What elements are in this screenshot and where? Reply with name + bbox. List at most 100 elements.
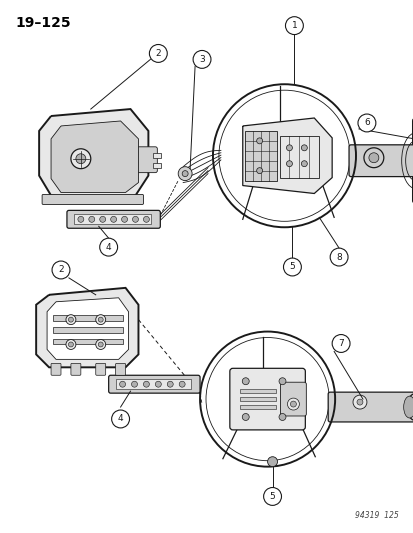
FancyBboxPatch shape: [51, 364, 61, 375]
Circle shape: [155, 381, 161, 387]
FancyBboxPatch shape: [153, 163, 161, 168]
Circle shape: [352, 395, 366, 409]
PathPatch shape: [39, 109, 148, 200]
Circle shape: [287, 398, 299, 410]
Text: 4: 4: [106, 243, 111, 252]
Circle shape: [167, 381, 173, 387]
FancyBboxPatch shape: [348, 145, 413, 176]
Circle shape: [278, 414, 285, 421]
Circle shape: [286, 145, 292, 151]
Circle shape: [119, 381, 125, 387]
Circle shape: [256, 138, 262, 144]
Circle shape: [98, 317, 103, 322]
FancyBboxPatch shape: [239, 405, 275, 409]
Circle shape: [143, 216, 149, 222]
Circle shape: [283, 258, 301, 276]
Circle shape: [290, 401, 296, 407]
Circle shape: [206, 337, 328, 461]
Circle shape: [301, 145, 306, 151]
FancyBboxPatch shape: [239, 389, 275, 393]
Text: 7: 7: [337, 339, 343, 348]
PathPatch shape: [47, 298, 128, 359]
Ellipse shape: [406, 393, 413, 421]
FancyBboxPatch shape: [279, 136, 318, 177]
Text: 94319  125: 94319 125: [354, 511, 398, 520]
Circle shape: [66, 340, 76, 350]
Ellipse shape: [403, 396, 413, 418]
Circle shape: [98, 342, 103, 347]
FancyBboxPatch shape: [74, 214, 151, 224]
FancyBboxPatch shape: [42, 195, 143, 205]
FancyBboxPatch shape: [115, 364, 125, 375]
Circle shape: [52, 261, 70, 279]
Circle shape: [256, 168, 262, 174]
Text: 1: 1: [291, 21, 297, 30]
FancyBboxPatch shape: [328, 392, 413, 422]
FancyBboxPatch shape: [71, 364, 81, 375]
Circle shape: [356, 399, 362, 405]
Circle shape: [285, 17, 303, 35]
Circle shape: [179, 381, 185, 387]
FancyBboxPatch shape: [412, 118, 413, 204]
FancyBboxPatch shape: [53, 314, 122, 321]
Circle shape: [88, 216, 95, 222]
FancyBboxPatch shape: [229, 368, 305, 430]
Text: 5: 5: [269, 492, 275, 501]
Circle shape: [76, 154, 85, 164]
Circle shape: [178, 167, 192, 181]
FancyBboxPatch shape: [108, 375, 199, 393]
FancyBboxPatch shape: [53, 327, 122, 333]
Circle shape: [363, 148, 383, 168]
FancyBboxPatch shape: [115, 379, 191, 389]
FancyBboxPatch shape: [133, 147, 157, 173]
Circle shape: [267, 457, 277, 467]
Circle shape: [182, 171, 188, 176]
Text: 8: 8: [335, 253, 341, 262]
Circle shape: [100, 216, 105, 222]
Circle shape: [110, 216, 116, 222]
Text: 19–125: 19–125: [15, 15, 71, 30]
Circle shape: [121, 216, 127, 222]
Circle shape: [112, 410, 129, 428]
Circle shape: [68, 317, 73, 322]
Circle shape: [331, 335, 349, 352]
Circle shape: [330, 248, 347, 266]
Circle shape: [71, 149, 90, 168]
Circle shape: [368, 153, 378, 163]
Text: 2: 2: [58, 265, 64, 274]
Circle shape: [357, 114, 375, 132]
Circle shape: [218, 90, 349, 221]
Text: 3: 3: [199, 55, 204, 64]
FancyBboxPatch shape: [239, 397, 275, 401]
Circle shape: [95, 314, 105, 325]
FancyBboxPatch shape: [53, 338, 122, 344]
Circle shape: [278, 378, 285, 385]
Circle shape: [286, 161, 292, 167]
Circle shape: [143, 381, 149, 387]
PathPatch shape: [36, 288, 138, 367]
FancyBboxPatch shape: [244, 131, 276, 181]
Circle shape: [301, 161, 306, 167]
Circle shape: [78, 216, 83, 222]
Circle shape: [66, 314, 76, 325]
FancyBboxPatch shape: [67, 211, 160, 228]
PathPatch shape: [242, 118, 331, 193]
Circle shape: [192, 51, 211, 68]
Text: 4: 4: [117, 415, 123, 424]
Circle shape: [242, 378, 249, 385]
Circle shape: [100, 238, 117, 256]
FancyBboxPatch shape: [280, 382, 306, 416]
Circle shape: [149, 44, 167, 62]
FancyBboxPatch shape: [153, 153, 161, 158]
Text: 5: 5: [289, 262, 294, 271]
Text: 2: 2: [155, 49, 161, 58]
Circle shape: [95, 340, 105, 350]
FancyBboxPatch shape: [95, 364, 105, 375]
Circle shape: [68, 342, 73, 347]
PathPatch shape: [51, 121, 138, 192]
Text: 6: 6: [363, 118, 369, 127]
Circle shape: [263, 488, 281, 505]
Circle shape: [242, 414, 249, 421]
Circle shape: [131, 381, 137, 387]
Circle shape: [132, 216, 138, 222]
